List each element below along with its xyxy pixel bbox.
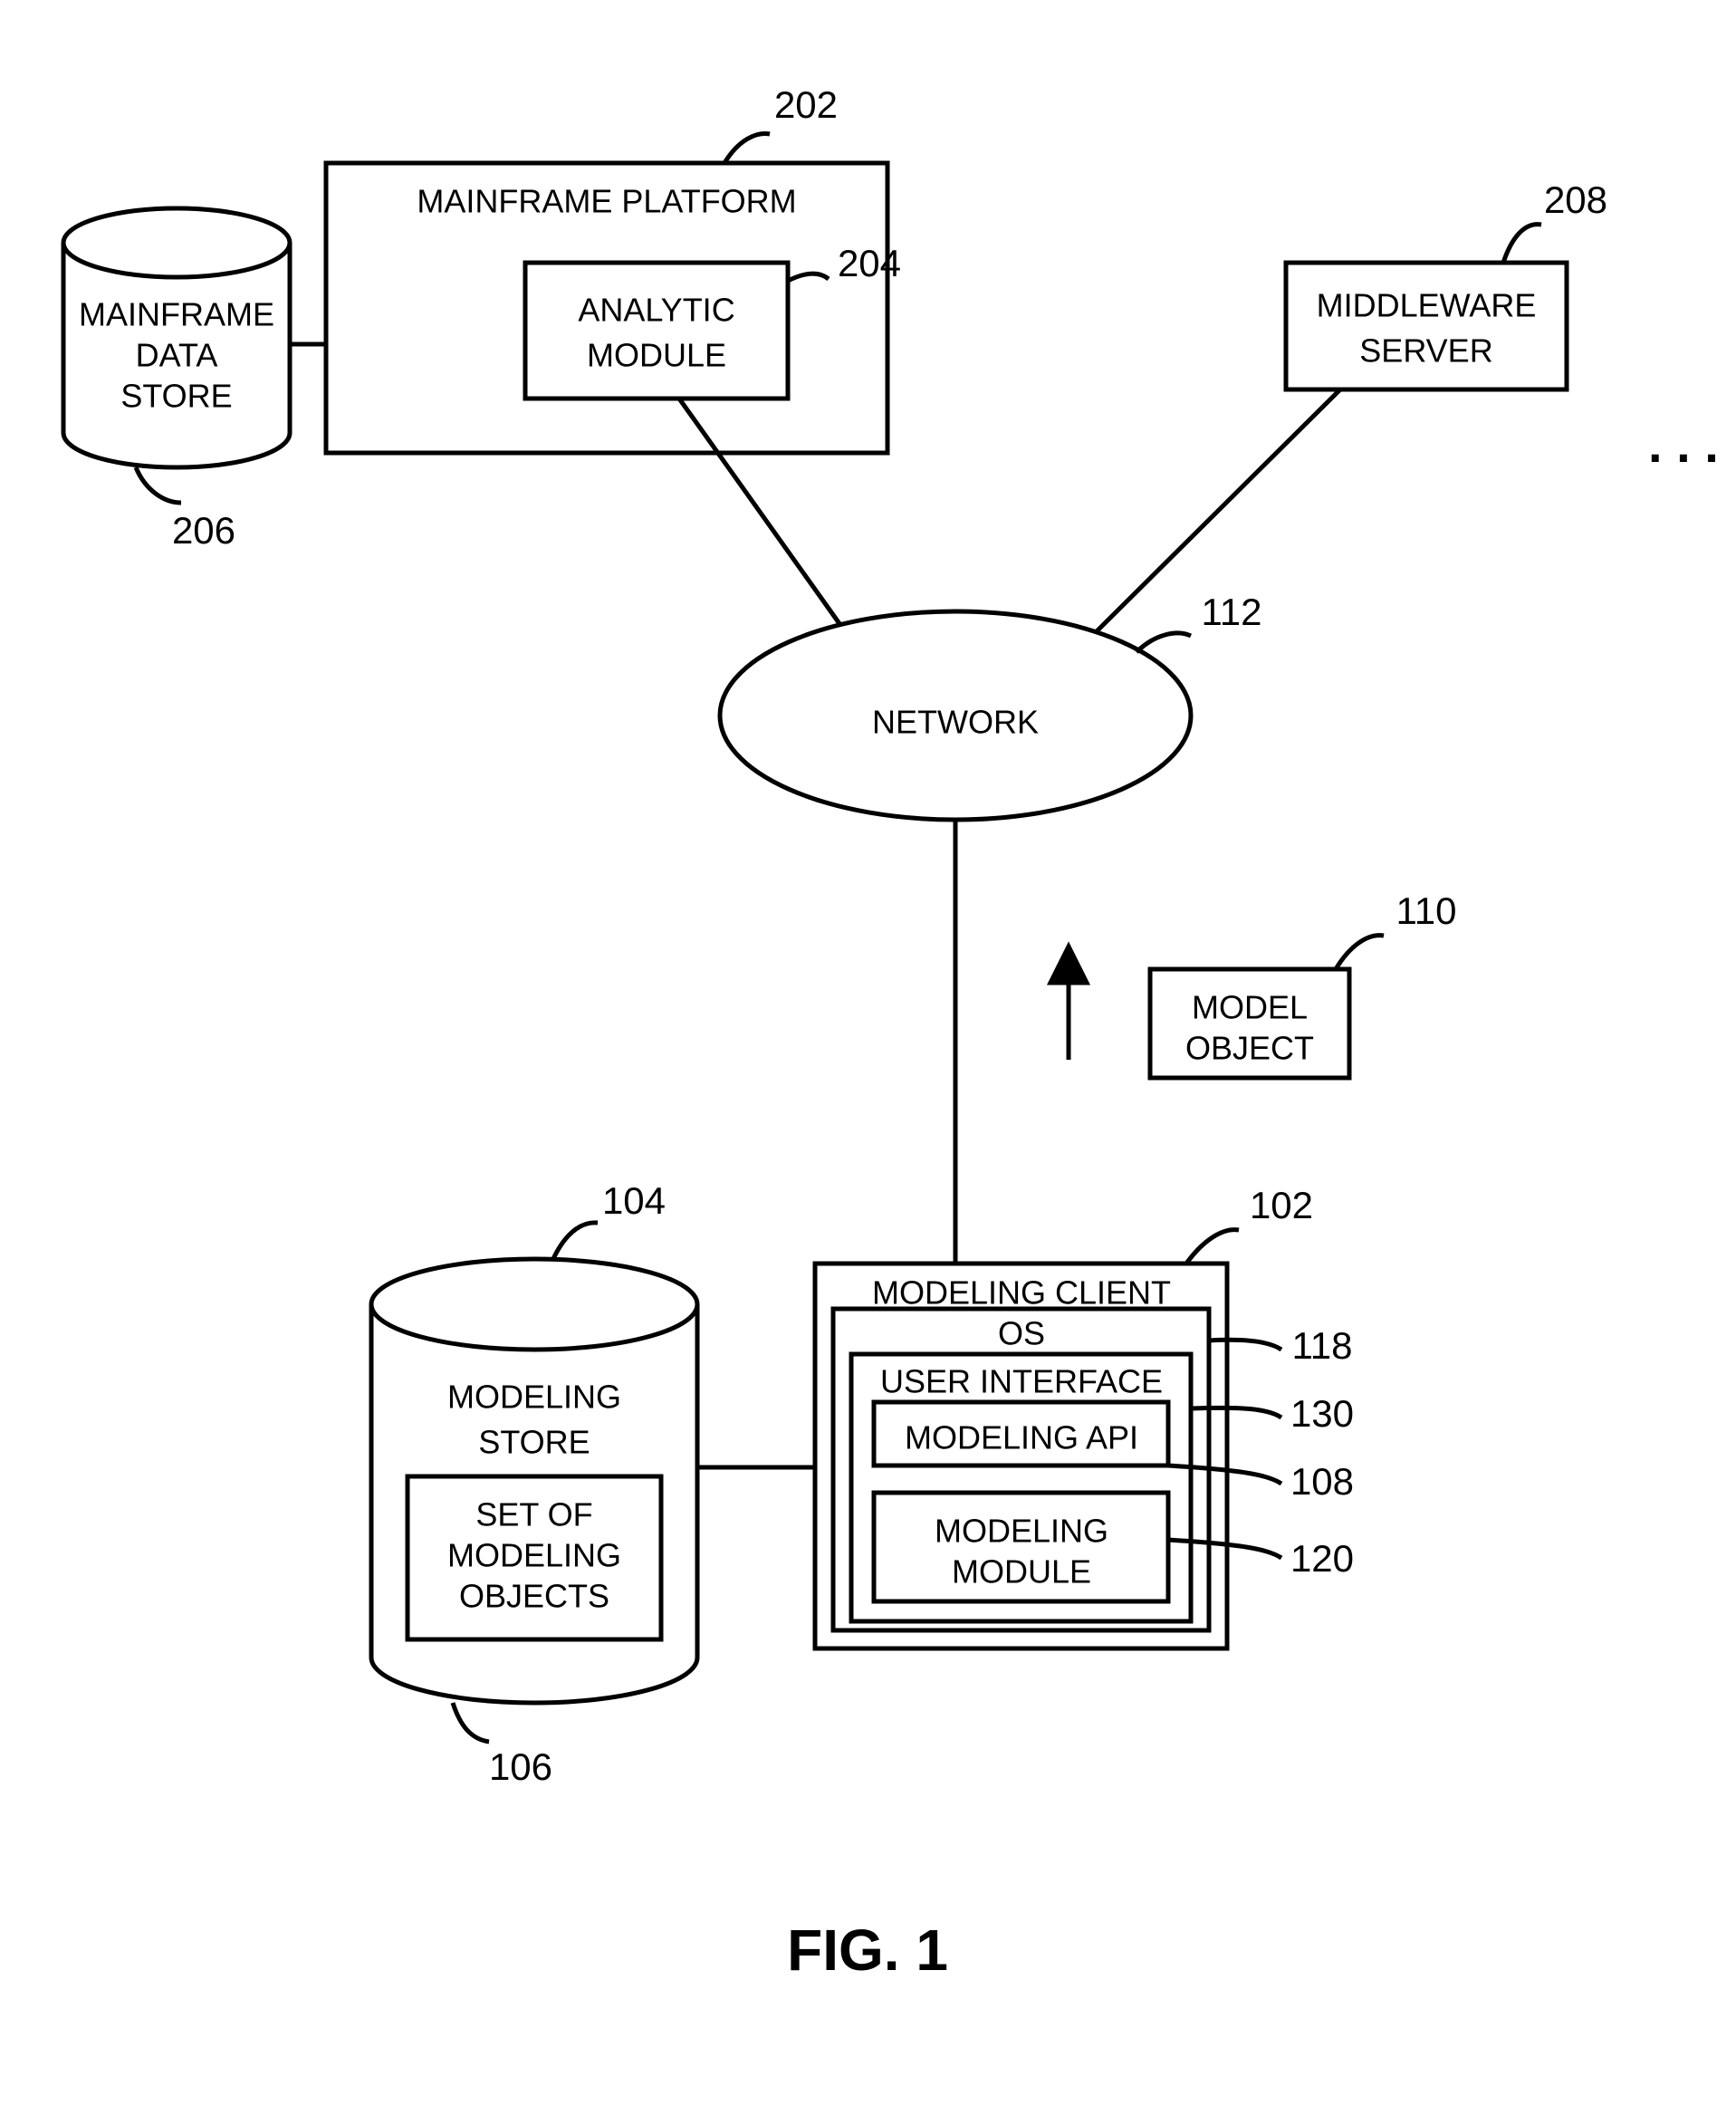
user-interface-label: USER INTERFACE — [880, 1363, 1163, 1400]
middleware-server-box — [1286, 263, 1567, 389]
ref-leader-202 — [724, 133, 770, 163]
ellipsis: . . . — [1648, 416, 1719, 473]
modeling-api-label: MODELING API — [905, 1419, 1138, 1456]
modeling-module-label1: MODELING — [935, 1513, 1108, 1550]
ref-208: 208 — [1544, 178, 1607, 221]
ref-leader-208 — [1503, 225, 1541, 263]
ref-102: 102 — [1250, 1184, 1313, 1226]
model-object-label1: MODEL — [1192, 989, 1308, 1026]
ref-leader-204 — [788, 274, 829, 281]
middleware-server-label1: MIDDLEWARE — [1317, 287, 1537, 324]
set-of-modeling-objects-label2: MODELING — [447, 1537, 621, 1574]
set-of-modeling-objects-label1: SET OF — [475, 1496, 592, 1533]
mainframe-data-store-label2: DATA — [136, 337, 218, 374]
edge-analytic-to-network — [679, 399, 840, 625]
ref-118: 118 — [1292, 1324, 1353, 1367]
model-object-label2: OBJECT — [1185, 1030, 1314, 1067]
ref-206: 206 — [172, 509, 235, 552]
ref-leader-106 — [453, 1703, 489, 1742]
mainframe-platform-label: MAINFRAME PLATFORM — [417, 183, 796, 220]
ref-108: 108 — [1290, 1460, 1354, 1503]
ref-202: 202 — [774, 83, 838, 126]
ref-leader-112 — [1137, 633, 1191, 652]
ref-204: 204 — [838, 242, 901, 284]
modeling-client-label: MODELING CLIENT — [872, 1274, 1171, 1312]
mainframe-data-store-label1: MAINFRAME — [79, 296, 274, 333]
ref-130: 130 — [1290, 1392, 1354, 1435]
ref-106: 106 — [489, 1745, 552, 1788]
modeling-store-label1: MODELING — [447, 1379, 621, 1416]
ref-leader-102 — [1186, 1230, 1239, 1264]
ref-110: 110 — [1396, 889, 1457, 932]
middleware-server-label2: SERVER — [1359, 332, 1492, 370]
figure-caption: FIG. 1 — [787, 1917, 948, 1983]
ref-leader-104 — [552, 1223, 598, 1261]
modeling-store-label2: STORE — [478, 1424, 590, 1461]
analytic-module-label1: ANALYTIC — [578, 292, 734, 329]
ref-120: 120 — [1290, 1537, 1354, 1580]
analytic-module-label2: MODULE — [587, 337, 726, 374]
ref-leader-110 — [1336, 936, 1384, 969]
ref-leader-118 — [1209, 1340, 1281, 1350]
ref-leader-130 — [1191, 1408, 1281, 1418]
ref-104: 104 — [602, 1179, 666, 1222]
ref-112: 112 — [1202, 591, 1262, 633]
os-label: OS — [998, 1315, 1045, 1352]
ref-leader-206 — [136, 467, 181, 503]
set-of-modeling-objects-label3: OBJECTS — [459, 1578, 609, 1615]
upload-arrow-icon — [1050, 947, 1087, 1060]
analytic-module-box — [525, 263, 788, 399]
network-label: NETWORK — [872, 704, 1039, 741]
mainframe-data-store-label3: STORE — [120, 378, 232, 415]
modeling-module-label2: MODULE — [952, 1553, 1091, 1591]
